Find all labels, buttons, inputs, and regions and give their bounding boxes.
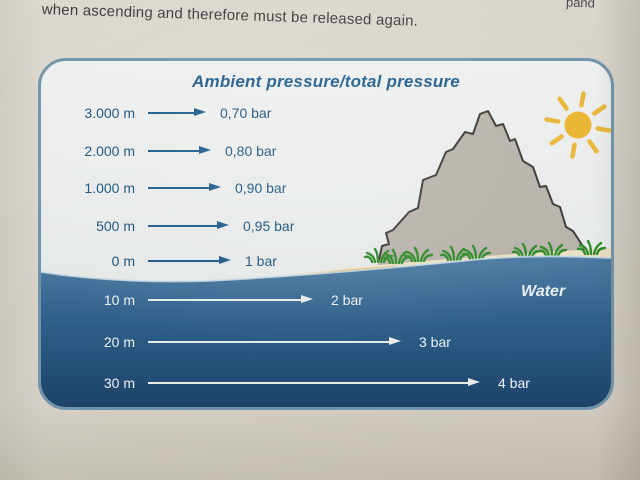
depth-label: 10 m	[103, 292, 135, 308]
arrow-icon	[148, 182, 221, 191]
air-pressure-row: 500 m 0,95 bar	[59, 216, 294, 236]
pressure-value: 1 bar	[245, 253, 277, 269]
altitude-label: 0 m	[111, 253, 135, 269]
altitude-label: 1.000 m	[84, 180, 135, 196]
altitude-label: 2.000 m	[84, 143, 135, 159]
arrow-icon	[148, 220, 229, 229]
air-pressure-row: 2.000 m 0,80 bar	[59, 141, 276, 161]
pressure-value: 0,70 bar	[220, 105, 272, 121]
pressure-value: 0,80 bar	[225, 143, 277, 159]
depth-label: 30 m	[103, 375, 135, 391]
body-text: when ascending and therefore must be rel…	[41, 1, 419, 30]
arrow-icon	[148, 107, 206, 116]
arrow-icon	[148, 294, 313, 303]
pressure-value: 0,95 bar	[243, 218, 295, 234]
mountain-graphic	[375, 110, 597, 273]
pressure-value: 0,90 bar	[235, 180, 287, 196]
arrow-icon	[148, 336, 401, 345]
pressure-value: 3 bar	[419, 334, 451, 350]
water-pressure-row: 30 m 4 bar	[59, 373, 530, 393]
pressure-value: 2 bar	[331, 292, 363, 308]
diagram-scene	[41, 91, 611, 407]
altitude-label: 3.000 m	[84, 105, 135, 121]
pressure-value: 4 bar	[498, 375, 530, 391]
water-pressure-row: 20 m 3 bar	[59, 332, 451, 352]
water-label: Water	[521, 283, 566, 300]
sun-icon	[544, 91, 611, 159]
air-pressure-row: 1.000 m 0,90 bar	[59, 178, 286, 198]
altitude-label: 500 m	[96, 218, 135, 234]
page-corner-text-fragment: pand	[565, 0, 596, 11]
arrow-icon	[148, 145, 211, 154]
water-pressure-row: 10 m 2 bar	[59, 290, 363, 310]
depth-label: 20 m	[103, 334, 135, 350]
arrow-icon	[148, 377, 480, 386]
air-pressure-row: 3.000 m 0,70 bar	[59, 103, 271, 123]
arrow-icon	[148, 255, 231, 264]
water-body	[41, 255, 611, 407]
diagram-title: Ambient pressure/total pressure	[192, 72, 460, 91]
air-pressure-row: 0 m 1 bar	[59, 251, 277, 271]
pressure-diagram-panel: Ambient pressure/total pressure 3.000 m …	[38, 58, 614, 410]
